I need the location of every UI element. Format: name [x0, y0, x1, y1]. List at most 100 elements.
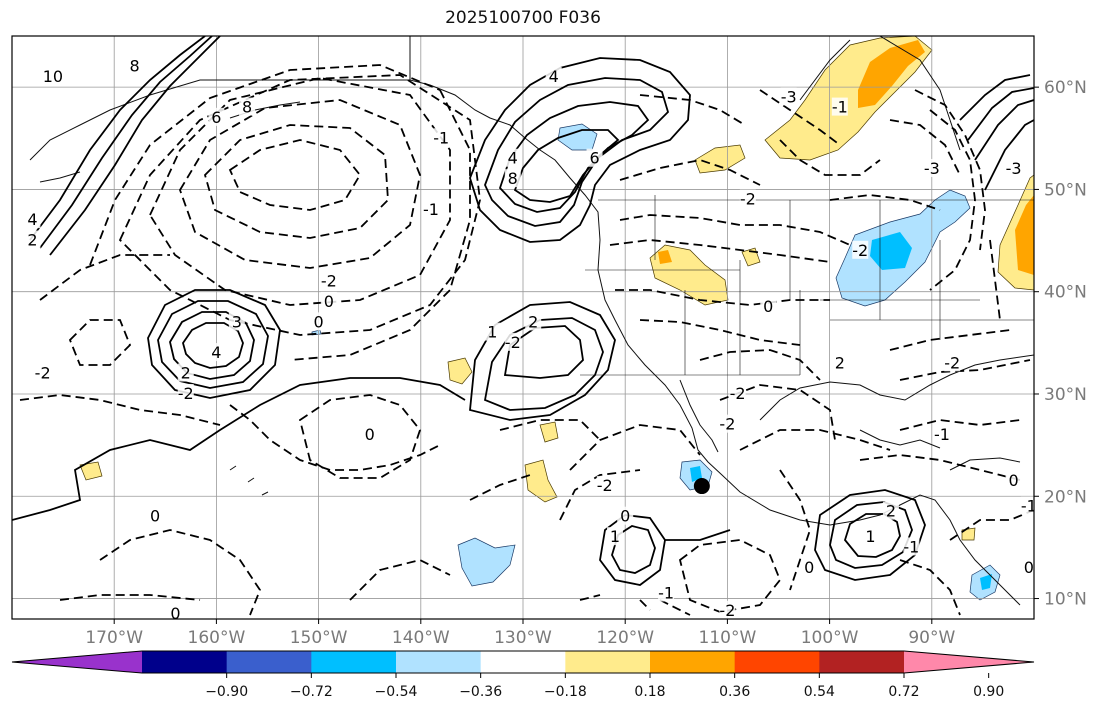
contour-label: 4 — [211, 343, 221, 362]
contour-label-bg — [739, 189, 756, 208]
lon-tick-label: 130°W — [494, 628, 552, 648]
contour-label: 1 — [865, 527, 875, 546]
contour-label-bg — [903, 537, 920, 556]
contour-label-bg — [177, 383, 194, 402]
contour-label-bg — [423, 199, 440, 218]
contour-label-bg — [545, 66, 562, 85]
contour-label: -3 — [781, 87, 797, 106]
contour-label-bg — [34, 363, 51, 382]
lat-tick-label: 20°N — [1044, 487, 1087, 507]
contour-label: 2 — [528, 312, 538, 331]
contour-label: 0 — [804, 558, 814, 577]
contour-label: 0 — [365, 425, 375, 444]
lon-tick-label: 100°W — [801, 628, 859, 648]
contour-label-bg — [852, 240, 869, 259]
contour-label-bg — [228, 312, 245, 331]
political-borders — [409, 36, 1034, 376]
lon-tick-label: 150°W — [290, 628, 348, 648]
contour-label: -2 — [740, 190, 756, 209]
contour-label-bg — [320, 271, 337, 290]
contour-label: 0 — [763, 297, 773, 316]
contour-label-bg — [504, 332, 521, 351]
contour-label: 1 — [487, 323, 497, 342]
contour-label-bg — [658, 583, 675, 602]
contour-label: 6 — [589, 149, 599, 168]
contour-label-bg — [831, 353, 848, 372]
contour-label-bg — [719, 600, 736, 619]
contour-label: 8 — [508, 169, 518, 188]
contour-label: 4 — [508, 149, 518, 168]
contour-label: -1 — [1021, 496, 1037, 515]
contour-label-bg — [729, 383, 746, 402]
contour-label: 1 — [610, 527, 620, 546]
lat-tick-label: 10°N — [1044, 590, 1087, 610]
contour-label: -1 — [832, 98, 848, 117]
contour-label-bg — [1020, 496, 1034, 515]
lat-tick-label: 60°N — [1044, 78, 1087, 98]
colorbar-tick-label: −0.18 — [544, 684, 587, 700]
contour-label-bg — [239, 97, 256, 116]
contour-label: 6 — [211, 108, 221, 127]
colorbar-tick-label: 0.18 — [634, 684, 665, 700]
lon-tick-label: 90°W — [908, 628, 955, 648]
contour-label: -1 — [423, 200, 439, 219]
contour-label: 2 — [886, 502, 896, 521]
contour-label-bg — [606, 527, 623, 546]
colorbar-tick-label: −0.36 — [459, 684, 502, 700]
lat-tick-label: 50°N — [1044, 180, 1087, 200]
contour-label: -2 — [597, 476, 613, 495]
contour-label-bg — [1005, 470, 1022, 489]
colorbar-segment — [650, 651, 736, 673]
colorbar-outline — [11, 650, 1035, 674]
contour-label: -2 — [505, 333, 521, 352]
contour-label-bg — [484, 322, 501, 341]
contour-label-bg — [760, 297, 777, 316]
contour-label: 0 — [1024, 558, 1034, 577]
contour-label-bg — [923, 158, 940, 177]
lat-tick-label: 30°N — [1044, 385, 1087, 405]
contour-label-bg — [24, 210, 41, 229]
contour-label-bg — [617, 506, 634, 525]
colorbar-tick-label: −0.90 — [205, 684, 248, 700]
contour-label: -3 — [924, 159, 940, 178]
contour-label-bg — [780, 87, 797, 106]
contour-label-bg — [44, 66, 61, 85]
contour-label-bg — [320, 291, 337, 310]
contour-label: 0 — [1008, 471, 1018, 490]
contour-label-bg — [1020, 557, 1034, 576]
colorbar-tick-label: 0.72 — [888, 684, 919, 700]
contour-label-bg — [24, 230, 41, 249]
lon-tick-label: 110°W — [699, 628, 757, 648]
contour-label: 0 — [170, 604, 180, 623]
contour-label: -2 — [719, 601, 735, 620]
contour-label-bg — [208, 107, 225, 126]
coastlines — [29, 36, 1034, 606]
contour-label: -2 — [944, 353, 960, 372]
colorbar-segment — [311, 651, 397, 673]
colorbar-extend-high — [904, 651, 1034, 673]
colorbar-tick-label: 0.90 — [973, 684, 1004, 700]
contour-label: 10 — [43, 67, 63, 86]
contour-label-bg — [361, 424, 378, 443]
colorbar-tick-label: 0.54 — [804, 684, 835, 700]
longitude-axis: 170°W 160°W 150°W 140°W 130°W 120°W 110°W 100°W… — [85, 619, 955, 648]
contour-label: 2 — [181, 364, 191, 383]
contour-label-bg — [504, 148, 521, 167]
lon-tick-label: 120°W — [596, 628, 654, 648]
contour-label-bg — [147, 506, 164, 525]
colorbar-segment — [819, 651, 905, 673]
contour-label-bg — [596, 476, 613, 495]
colorbar-segment — [226, 651, 312, 673]
contour-label: 8 — [130, 57, 140, 76]
contour-label: 8 — [242, 98, 252, 117]
shaded-positive-regions — [79, 36, 1034, 541]
colorbar-tick-label: −0.54 — [375, 684, 418, 700]
contour-label: 0 — [150, 507, 160, 526]
contour-label: -1 — [658, 583, 674, 602]
contour-label-bg — [167, 603, 184, 619]
contour-label: -2 — [730, 384, 746, 403]
contour-label-bg — [177, 363, 194, 382]
